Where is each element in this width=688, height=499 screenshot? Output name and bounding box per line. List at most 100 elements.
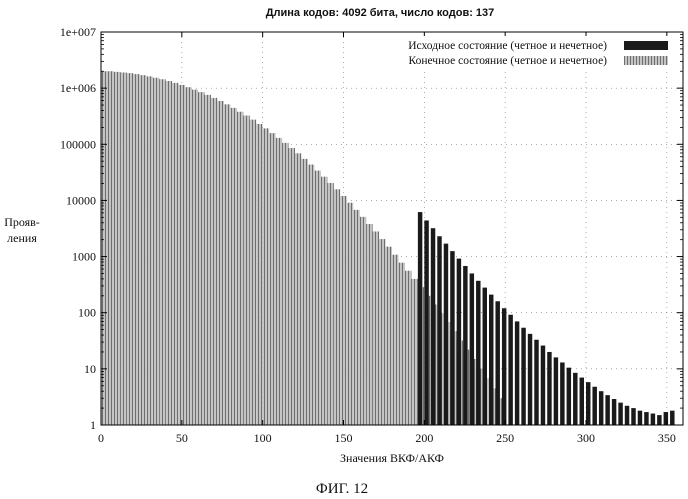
bar-final-state [146,76,152,425]
bar-final-state [334,189,340,425]
bar-final-state [392,255,398,425]
bar-final-state [289,148,295,425]
bar-initial-state [592,387,596,425]
bar-final-state [308,165,314,425]
bar-final-state [140,75,146,425]
bar-initial-state [437,236,441,425]
bar-initial-state [502,308,506,425]
bar-initial-state [541,346,545,425]
bar-initial-state [664,412,668,425]
y-tick-label: 10 [84,362,96,376]
bar-initial-state [651,414,655,425]
bar-final-state [398,263,404,425]
bar-initial-state [612,399,616,425]
bar-final-state [347,203,353,425]
bar-final-state [211,98,217,425]
bar-final-state [282,143,288,425]
bar-final-state [101,71,107,425]
bar-initial-state [599,391,603,425]
bar-final-state [192,90,198,425]
bar-final-state [269,133,275,425]
x-tick-label: 250 [496,431,514,445]
bar-final-state [295,153,301,425]
bar-initial-state [528,334,532,425]
bar-initial-state [567,368,571,425]
x-axis-label: Значения ВКФ/АКФ [340,451,444,465]
bar-final-state [360,217,366,425]
bar-final-state [405,271,411,425]
bar-final-state [276,138,282,425]
legend-label-final: Конечное состояние (четное и нечетное) [408,55,607,67]
x-tick-label: 150 [335,431,353,445]
bar-final-state [224,104,230,425]
bar-final-state [386,247,392,425]
bar-initial-state [618,403,622,425]
bar-initial-state [470,273,474,425]
y-tick-label: 1000 [72,250,96,264]
bar-initial-state [463,266,467,425]
bar-final-state [353,210,359,425]
bar-final-state [153,78,159,425]
y-tick-label: 1e+007 [60,25,96,39]
bar-final-state [133,74,139,425]
bar-initial-state [476,281,480,425]
x-tick-label: 350 [658,431,676,445]
bar-final-state [373,231,379,425]
bar-initial-state [638,411,642,425]
bar-final-state [340,196,346,425]
bar-initial-state [457,259,461,425]
bar-final-state [327,183,333,425]
bar-initial-state [586,382,590,425]
bar-initial-state [483,288,487,425]
x-tick-label: 300 [577,431,595,445]
bar-final-state [114,72,120,425]
series-final-state-bars [101,71,502,425]
bar-initial-state [431,228,435,425]
bar-final-state [217,101,223,425]
bar-initial-state [521,328,525,425]
bar-initial-state [424,220,428,425]
bar-final-state [204,95,210,425]
legend-swatch-initial [624,41,668,50]
bar-initial-state [670,411,674,425]
x-tick-label: 50 [176,431,188,445]
bar-initial-state [534,340,538,425]
bar-final-state [230,108,236,425]
bar-final-state [250,120,256,425]
bar-initial-state [573,373,577,425]
bar-initial-state [495,301,499,425]
bar-final-state [411,279,417,425]
bar-final-state [256,124,262,425]
bar-initial-state [554,357,558,425]
legend: Исходное состояние (четное и нечетное) К… [372,36,672,68]
bar-initial-state [418,212,422,425]
bar-initial-state [631,408,635,425]
x-tick-label: 200 [415,431,433,445]
bar-final-state [166,81,172,425]
bar-initial-state [489,295,493,425]
figure-caption: ФИГ. 12 [316,481,368,497]
bar-final-state [237,112,243,425]
legend-swatch-final [624,56,668,65]
x-tick-label: 100 [254,431,272,445]
bar-final-state [198,92,204,425]
bar-initial-state [657,415,661,425]
bar-final-state [185,87,191,425]
bar-initial-state [605,395,609,425]
y-tick-label: 100000 [60,137,96,151]
chart-title: Длина кодов: 4092 бита, число кодов: 137 [266,7,495,19]
bar-final-state [179,85,185,425]
bar-final-state [107,71,113,425]
bar-final-state [159,79,165,425]
bar-initial-state [444,244,448,425]
bar-initial-state [547,352,551,425]
bar-final-state [243,116,249,425]
bar-final-state [379,239,385,425]
bar-initial-state [580,378,584,425]
bar-initial-state [625,406,629,425]
y-axis-label-line-1: Прояв- [4,215,40,229]
bar-final-state [172,83,178,425]
y-tick-label: 1e+006 [60,81,96,95]
y-tick-label: 100 [78,306,96,320]
